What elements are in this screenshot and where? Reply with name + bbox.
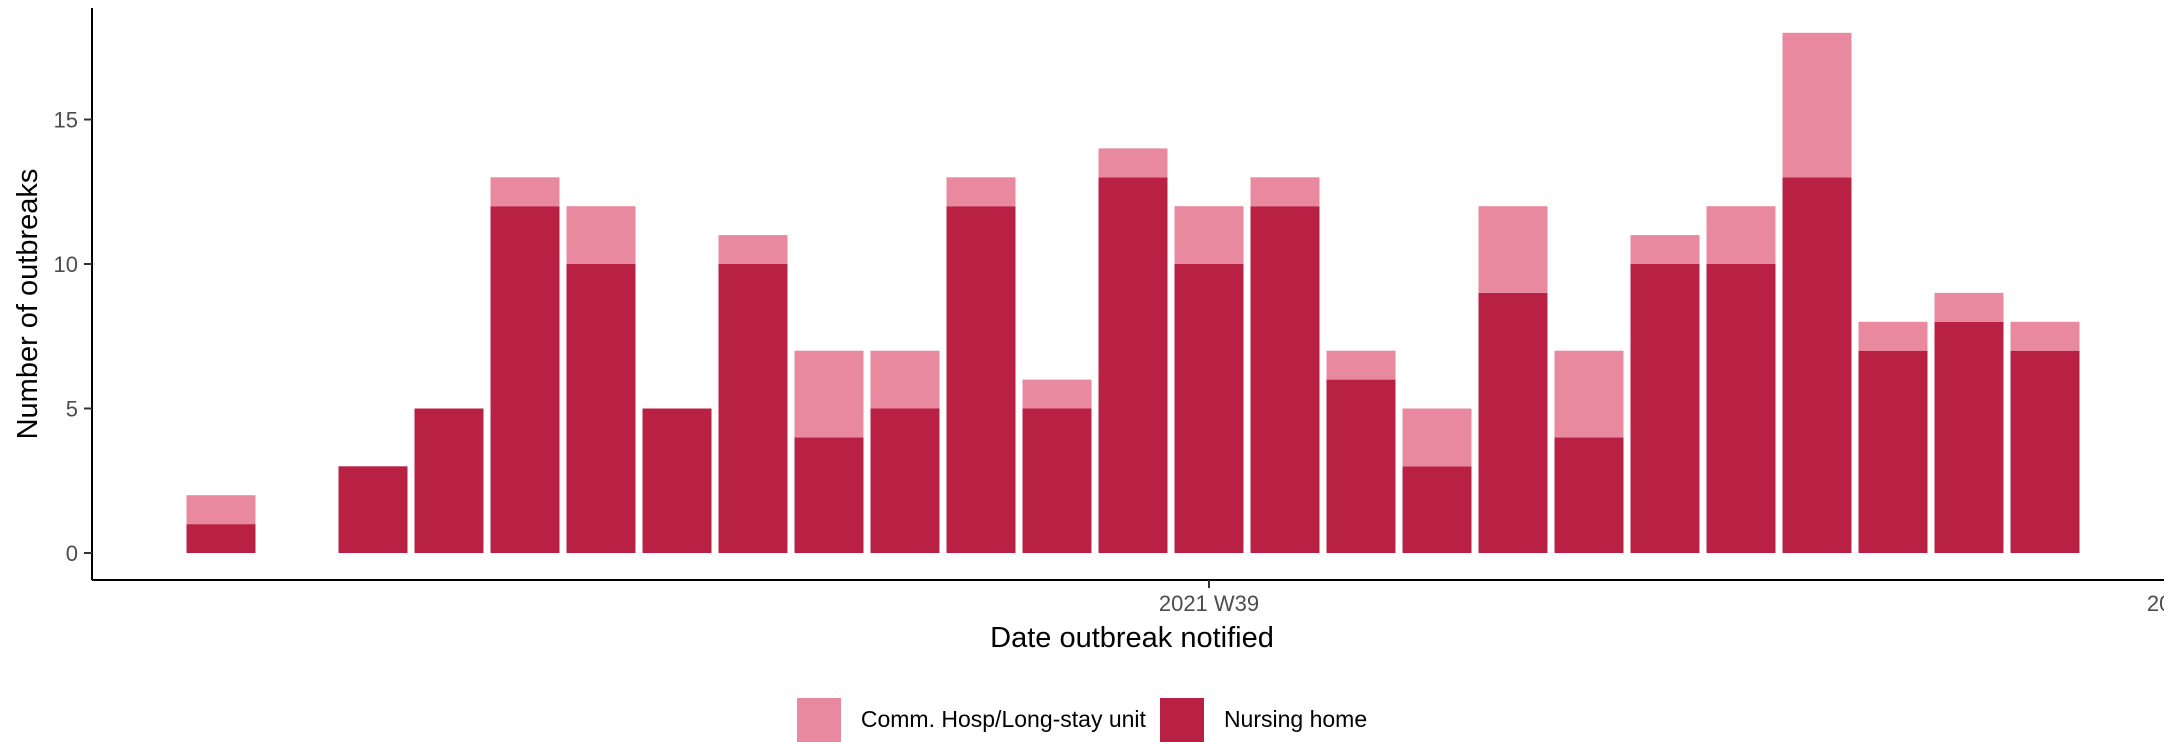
outbreaks-bar-chart: 0 5 10 15 2021 W39 2021 W52 Date outbreak not… bbox=[12, 8, 2164, 654]
bar-nursing-home bbox=[186, 524, 256, 553]
bar-nursing-home bbox=[718, 264, 788, 553]
legend-key-nursing-home bbox=[1159, 697, 1204, 742]
bar-comm-hosp bbox=[1934, 292, 2004, 322]
bar-comm-hosp bbox=[1554, 350, 1624, 438]
bar-comm-hosp bbox=[186, 495, 256, 525]
bar-nursing-home bbox=[1554, 437, 1624, 553]
legend: Comm. Hosp/Long-stay unit Nursing home bbox=[0, 697, 2164, 742]
bar-nursing-home bbox=[1934, 321, 2004, 553]
bar-nursing-home bbox=[566, 264, 636, 553]
bar-comm-hosp bbox=[1326, 350, 1396, 380]
bar-nursing-home bbox=[1782, 177, 1852, 554]
bar-comm-hosp bbox=[1250, 177, 1320, 207]
legend-key-comm-hosp bbox=[796, 697, 841, 742]
bar-comm-hosp bbox=[1706, 206, 1776, 264]
y-tick-label: 0 bbox=[66, 541, 78, 566]
bar-comm-hosp bbox=[1402, 408, 1472, 467]
bar-nursing-home bbox=[870, 408, 940, 553]
y-axis-title: Number of outbreaks bbox=[12, 169, 44, 440]
bar-comm-hosp bbox=[1174, 206, 1244, 264]
y-tick-label: 15 bbox=[54, 108, 78, 133]
y-tick-label: 10 bbox=[54, 252, 78, 277]
bar-nursing-home bbox=[1630, 264, 1700, 553]
legend-label-comm-hosp: Comm. Hosp/Long-stay unit bbox=[860, 706, 1146, 732]
bar-comm-hosp bbox=[1098, 148, 1168, 178]
bar-nursing-home bbox=[1706, 264, 1776, 553]
bar-nursing-home bbox=[1250, 206, 1320, 553]
bar-comm-hosp bbox=[490, 177, 560, 207]
legend-label-nursing-home: Nursing home bbox=[1223, 706, 1368, 732]
x-tick-label: 2021 W39 bbox=[1159, 591, 1259, 616]
bar-nursing-home bbox=[1402, 466, 1472, 553]
bar-nursing-home bbox=[1478, 292, 1548, 553]
axes-layer: 0 5 10 15 2021 W39 2021 W52 bbox=[54, 8, 2164, 616]
bar-comm-hosp bbox=[1782, 32, 1852, 178]
bar-comm-hosp bbox=[1478, 206, 1548, 293]
bar-nursing-home bbox=[1098, 177, 1168, 554]
bar-nursing-home bbox=[1326, 379, 1396, 553]
bar-comm-hosp bbox=[718, 235, 788, 264]
bar-comm-hosp bbox=[1630, 235, 1700, 264]
bar-nursing-home bbox=[1022, 408, 1092, 553]
bar-comm-hosp bbox=[2010, 321, 2080, 351]
legend-item-comm-hosp: Comm. Hosp/Long-stay unit bbox=[796, 697, 1146, 742]
bar-nursing-home bbox=[414, 408, 484, 553]
bar-nursing-home bbox=[794, 437, 864, 553]
bar-comm-hosp bbox=[1022, 379, 1092, 409]
bar-comm-hosp bbox=[1858, 321, 1928, 351]
y-tick-label: 5 bbox=[66, 397, 78, 422]
bars-layer bbox=[186, 32, 2080, 554]
bar-nursing-home bbox=[1858, 350, 1928, 553]
bar-nursing-home bbox=[338, 466, 408, 553]
bar-comm-hosp bbox=[870, 350, 940, 409]
bar-nursing-home bbox=[490, 206, 560, 553]
legend-item-nursing-home: Nursing home bbox=[1159, 697, 1368, 742]
bar-nursing-home bbox=[2010, 350, 2080, 553]
x-tick-label: 2021 W52 bbox=[2147, 591, 2164, 616]
bar-nursing-home bbox=[946, 206, 1016, 553]
bar-nursing-home bbox=[1174, 264, 1244, 553]
bar-nursing-home bbox=[642, 408, 712, 553]
x-axis-title: Date outbreak notified bbox=[990, 622, 1274, 654]
bar-comm-hosp bbox=[794, 350, 864, 438]
bar-comm-hosp bbox=[566, 206, 636, 264]
bar-comm-hosp bbox=[946, 177, 1016, 207]
